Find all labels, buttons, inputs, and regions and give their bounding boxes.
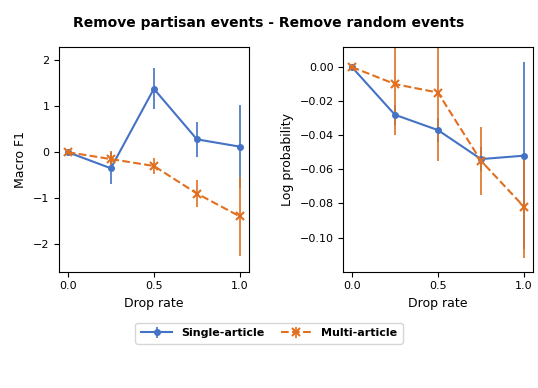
Legend: Single-article, Multi-article: Single-article, Multi-article	[136, 322, 402, 344]
Y-axis label: Macro F1: Macro F1	[15, 131, 27, 187]
X-axis label: Drop rate: Drop rate	[408, 297, 468, 310]
Text: Remove partisan events - Remove random events: Remove partisan events - Remove random e…	[73, 16, 465, 29]
X-axis label: Drop rate: Drop rate	[124, 297, 183, 310]
Text: Figure 2: Performance difference (average of 10 r: Figure 2: Performance difference (averag…	[27, 373, 371, 387]
Y-axis label: Log probability: Log probability	[281, 113, 294, 206]
